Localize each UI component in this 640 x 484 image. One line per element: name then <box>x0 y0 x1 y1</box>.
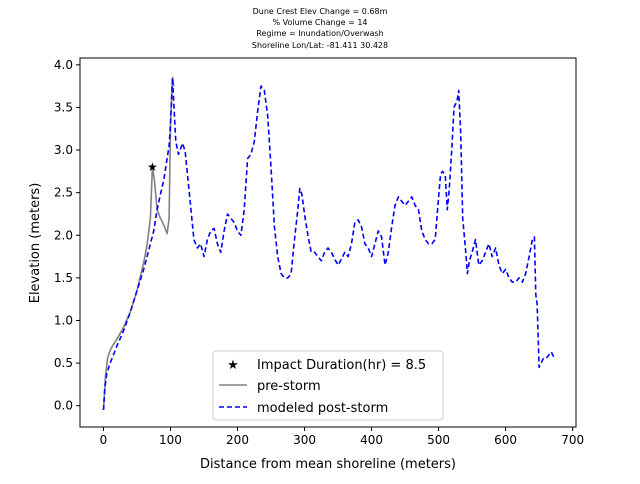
y-axis-label: Elevation (meters) <box>28 183 43 304</box>
x-tick-label: 300 <box>293 433 316 447</box>
legend-label-pre-storm: pre-storm <box>257 379 321 394</box>
series-layer: ★ <box>102 76 555 411</box>
x-tick-label: 700 <box>561 433 584 447</box>
y-axis: 0.0 0.5 1.0 1.5 2.0 2.5 3.0 3.5 4.0 <box>54 58 80 413</box>
y-tick-label: 2.5 <box>54 186 73 200</box>
post-storm-line <box>102 76 555 411</box>
chart-title-line-4: Shoreline Lon/Lat: -81.411 30.428 <box>251 41 389 50</box>
y-tick-label: 3.0 <box>54 143 73 157</box>
y-tick-label: 0.0 <box>54 399 73 413</box>
y-tick-label: 4.0 <box>54 58 73 72</box>
x-tick-label: 0 <box>100 433 108 447</box>
y-tick-label: 1.0 <box>54 313 73 327</box>
legend-label-impact: Impact Duration(hr) = 8.5 <box>257 358 426 373</box>
y-tick-label: 2.0 <box>54 228 73 242</box>
legend-box <box>212 350 444 421</box>
x-axis-label: Distance from mean shoreline (meters) <box>200 457 456 472</box>
x-tick-label: 500 <box>427 433 450 447</box>
x-tick-label: 200 <box>226 433 249 447</box>
y-tick-label: 0.5 <box>54 356 73 370</box>
x-tick-label: 400 <box>360 433 383 447</box>
chart-title-line-1: Dune Crest Elev Change = 0.68m <box>252 7 388 16</box>
x-tick-label: 100 <box>159 433 182 447</box>
x-tick-label: 600 <box>494 433 517 447</box>
x-axis: 0 100 200 300 400 500 600 700 <box>100 427 584 447</box>
legend: ★ Impact Duration(hr) = 8.5 pre-storm mo… <box>212 350 444 421</box>
chart-title-line-2: % Volume Change = 14 <box>272 18 368 27</box>
y-tick-label: 1.5 <box>54 271 73 285</box>
chart-title-line-3: Regime = Inundation/Overwash <box>256 29 384 38</box>
legend-marker-impact: ★ <box>227 358 239 373</box>
y-tick-label: 3.5 <box>54 100 73 114</box>
impact-marker: ★ <box>147 160 158 174</box>
axes-frame <box>79 57 577 428</box>
legend-label-post-storm: modeled post-storm <box>257 401 388 416</box>
pre-storm-line <box>102 76 175 411</box>
